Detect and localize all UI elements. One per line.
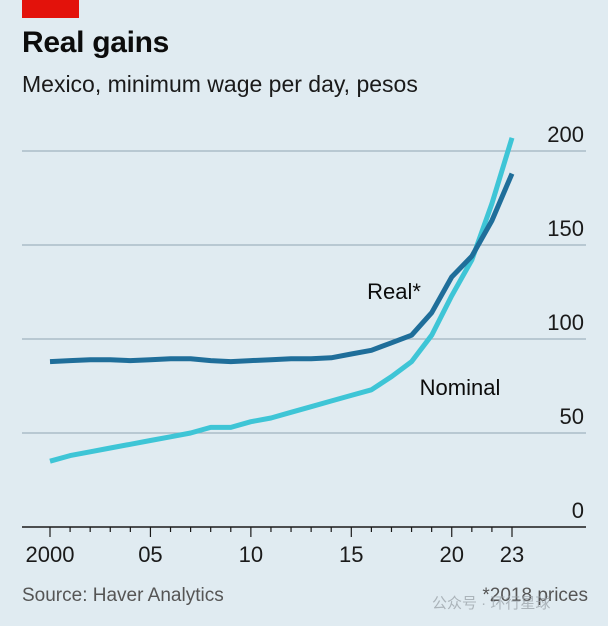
watermark-text: 公众号 · 环行星球: [432, 595, 551, 612]
footnote: *2018 prices: [482, 585, 588, 606]
brand-red-tag: [22, 0, 79, 18]
series-label-real: Real*: [367, 279, 421, 304]
series-line-nominal: [49, 137, 515, 464]
x-axis: 2000 05 10 15 20 23: [22, 526, 586, 567]
x-tick-label-15: 15: [339, 542, 363, 567]
y-tick-label-50: 50: [560, 404, 584, 429]
x-tick-label-20: 20: [439, 542, 463, 567]
x-tick-label-05: 05: [138, 542, 162, 567]
series-labels: Real* Nominal: [367, 279, 500, 400]
y-tick-label-100: 100: [547, 310, 584, 335]
grid-lines: [22, 150, 586, 434]
x-tick-label-2000: 2000: [26, 542, 75, 567]
x-tick-label-10: 10: [239, 542, 263, 567]
source-note: Source: Haver Analytics: [22, 585, 224, 606]
chart-subtitle: Mexico, minimum wage per day, pesos: [22, 71, 418, 97]
y-tick-label-200: 200: [547, 122, 584, 147]
series-label-nominal: Nominal: [420, 375, 501, 400]
y-tick-label-0: 0: [572, 498, 584, 523]
y-tick-labels: 0 50 100 150 200: [547, 122, 584, 523]
chart-title: Real gains: [22, 26, 170, 59]
y-tick-label-150: 150: [547, 216, 584, 241]
x-tick-label-23: 23: [500, 542, 524, 567]
series-line-real: [49, 172, 515, 365]
series-lines: [49, 137, 515, 464]
